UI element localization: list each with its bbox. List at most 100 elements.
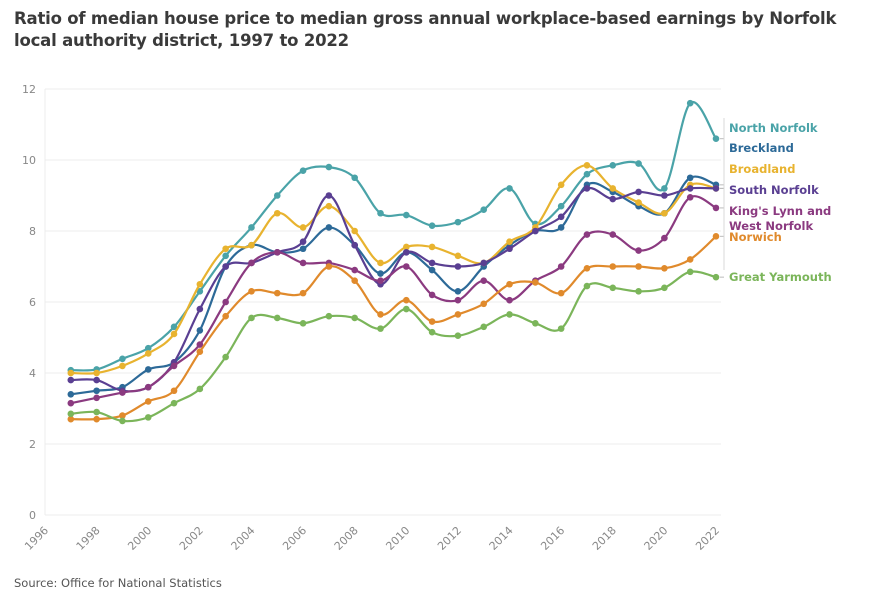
data-point (506, 185, 513, 192)
data-point (428, 291, 436, 299)
x-tick-label: 2016 (538, 524, 567, 553)
series-king-s-lynn-and-west-norfolk: King's Lynn and West Norfolk (67, 193, 831, 407)
data-point (506, 296, 513, 304)
data-point (299, 167, 307, 174)
y-tick-label: 2 (29, 438, 36, 451)
data-point (67, 415, 75, 423)
data-point (480, 277, 488, 285)
data-point (454, 332, 462, 340)
data-point (609, 185, 617, 192)
data-point (377, 270, 384, 277)
data-point (583, 282, 591, 290)
data-point (93, 387, 100, 395)
data-point (609, 284, 617, 292)
x-tick-label: 1996 (22, 524, 51, 553)
y-tick-label: 8 (29, 225, 36, 238)
data-point (454, 218, 462, 226)
data-point (712, 135, 720, 142)
series-label: Great Yarmouth (729, 270, 832, 284)
data-point (661, 185, 668, 192)
data-point (248, 314, 255, 322)
data-point (609, 231, 617, 238)
data-point (377, 311, 384, 318)
data-point (557, 325, 565, 332)
x-tick-label: 2006 (280, 524, 309, 553)
data-point (712, 233, 720, 240)
data-point (170, 323, 178, 331)
data-point (480, 206, 488, 213)
data-point (248, 224, 255, 231)
data-point (428, 328, 436, 336)
data-point (144, 366, 152, 373)
data-point (712, 185, 720, 192)
series-label: Norwich (729, 230, 782, 244)
data-point (557, 202, 565, 210)
data-point (532, 227, 539, 235)
data-point (196, 348, 204, 356)
data-point (686, 193, 694, 201)
data-point (609, 195, 617, 203)
data-point (325, 202, 333, 210)
data-point (196, 305, 204, 313)
data-point (403, 243, 410, 251)
data-point (67, 410, 75, 418)
data-point (557, 224, 565, 231)
data-point (170, 399, 178, 407)
data-point (119, 412, 126, 419)
series-line (70, 175, 717, 396)
data-point (299, 238, 307, 245)
data-point (428, 266, 436, 274)
data-point (661, 209, 668, 217)
data-point (661, 284, 668, 292)
data-point (583, 170, 591, 178)
data-point (196, 280, 204, 288)
y-tick-label: 0 (29, 509, 36, 522)
series-line (70, 195, 717, 405)
data-point (403, 296, 410, 304)
data-point (532, 320, 539, 327)
data-point (351, 314, 358, 322)
series-norwich: Norwich (67, 230, 782, 423)
data-point (273, 209, 281, 217)
data-point (428, 243, 436, 251)
series-label: Breckland (729, 141, 794, 155)
data-point (428, 318, 436, 325)
data-point (506, 245, 513, 253)
data-point (67, 399, 75, 407)
data-point (351, 277, 358, 285)
data-point (93, 369, 100, 377)
data-point (170, 362, 178, 370)
data-point (403, 249, 410, 256)
data-point (248, 241, 255, 249)
data-point (583, 185, 591, 192)
data-point (506, 238, 513, 245)
data-point (454, 311, 462, 318)
data-point (454, 252, 462, 260)
data-point (144, 414, 152, 421)
data-point (67, 391, 75, 398)
data-point (686, 268, 694, 276)
series-label: Broadland (729, 162, 795, 176)
data-point (557, 263, 565, 270)
data-point (248, 288, 255, 295)
data-point (351, 241, 358, 249)
data-point (196, 288, 204, 295)
series-great-yarmouth: Great Yarmouth (67, 268, 832, 425)
data-point (635, 199, 642, 206)
data-point (686, 99, 694, 107)
data-point (325, 312, 333, 320)
data-point (299, 245, 307, 253)
data-point (506, 311, 513, 318)
y-tick-label: 4 (29, 367, 36, 380)
x-tick-label: 2018 (590, 524, 619, 553)
data-point (506, 280, 513, 288)
data-point (273, 289, 281, 297)
data-point (351, 174, 358, 182)
data-point (144, 350, 152, 357)
data-point (583, 231, 591, 238)
data-point (403, 263, 410, 270)
data-point (93, 415, 100, 423)
source-note: Source: Office for National Statistics (14, 576, 222, 590)
data-point (273, 249, 281, 256)
